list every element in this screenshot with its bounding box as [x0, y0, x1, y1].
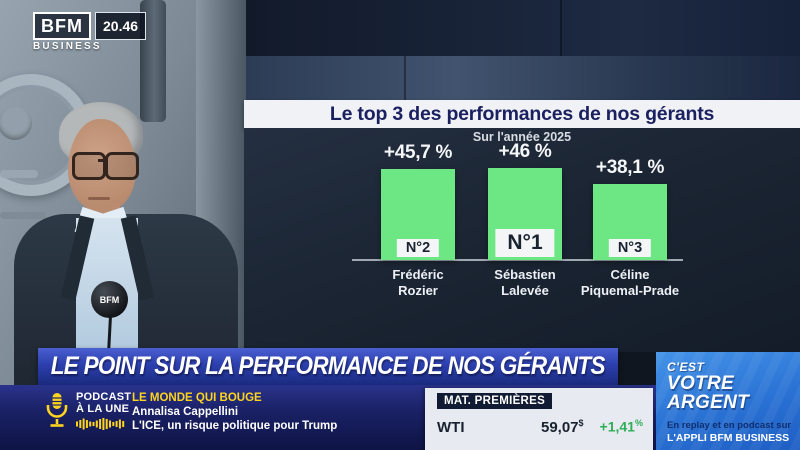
channel-logo: BFM 20.46 BUSINESS — [33, 12, 147, 52]
guest-mouth — [88, 197, 110, 200]
bar-value-label: +38,1 % — [595, 157, 665, 178]
manager-name: Frédéric Rozier — [392, 267, 444, 298]
chart-title: Le top 3 des performances de nos gérants — [244, 100, 800, 128]
market-quote-row: WTI 59,07$ +1,41% — [437, 418, 643, 436]
market-symbol: WTI — [437, 419, 465, 436]
market-change: +1,41% — [600, 418, 643, 435]
podcast-kicker-line1: PODCAST — [76, 391, 132, 403]
podcast-author: Annalisa Cappellini — [132, 406, 239, 419]
podcast-kicker-line2: À LA UNE — [76, 402, 130, 415]
glasses-bridge — [98, 159, 107, 162]
market-change-value: +1,41 — [599, 419, 635, 435]
clock: 20.46 — [95, 12, 147, 40]
chart-subtitle: Sur l'année 2025 — [472, 130, 572, 144]
vault-hub-icon — [0, 106, 32, 140]
manager-name: Sébastien Lalevée — [494, 267, 556, 298]
wall-seam — [404, 56, 406, 102]
program-panel: C'EST VOTRE ARGENT En replay et en podca… — [656, 352, 800, 450]
market-price: 59,07$ — [541, 418, 584, 436]
percent-symbol: % — [634, 418, 643, 429]
bar-value-label: +45,7 % — [383, 142, 453, 163]
podcast-strip: PODCAST À LA UNE LE MONDE QUI BOUGE Anna… — [0, 385, 800, 450]
chart-axis-line — [352, 259, 683, 261]
studio-wall-upper — [246, 0, 800, 56]
program-replay-text: En replay et en podcast sur — [667, 419, 792, 431]
rank-badge: N°1 — [495, 229, 555, 257]
podcast-episode-title: L'ICE, un risque politique pour Trump — [132, 420, 338, 433]
waveform-icon — [76, 418, 125, 430]
market-panel: MAT. PREMIÈRES WTI 59,07$ +1,41% — [425, 388, 653, 450]
rank-badge: N°3 — [608, 239, 652, 257]
bar-value-label: +46 % — [498, 141, 552, 162]
rank-badge: N°2 — [396, 239, 440, 257]
market-panel-header: MAT. PREMIÈRES — [437, 393, 553, 409]
chart-panel: Sur l'année 2025 +45,7 % N°2 Frédéric Rozie… — [244, 128, 800, 352]
program-app-text: L'APPLI BFM BUSINESS — [667, 431, 790, 444]
program-title-line1: C'EST — [667, 360, 705, 374]
bfm-logo-subtext: BUSINESS — [33, 41, 102, 52]
headline-text: LE POINT SUR LA PERFORMANCE DE NOS GÉRAN… — [51, 352, 606, 380]
podcast-info: LE MONDE QUI BOUGE Annalisa Cappellini L… — [132, 391, 337, 433]
podcast-show-title: LE MONDE QUI BOUGE — [132, 392, 262, 404]
headline-banner: LE POINT SUR LA PERFORMANCE DE NOS GÉRAN… — [38, 348, 618, 385]
guest-microphone-icon: BFM — [91, 281, 128, 318]
vault-rod — [0, 170, 38, 178]
manager-name: Céline Piquemal-Prade — [580, 267, 680, 298]
bfm-logo-text: BFM — [33, 12, 91, 40]
glasses-icon — [72, 152, 106, 180]
studio-wall-band — [246, 56, 800, 102]
glasses-icon — [105, 152, 139, 180]
podcast-kicker: PODCAST À LA UNE — [76, 391, 132, 416]
program-title-line2: VOTRE — [667, 373, 734, 394]
vault-rod — [0, 212, 46, 219]
program-title-line3: ARGENT — [667, 392, 750, 414]
currency-symbol: $ — [578, 418, 584, 428]
wall-seam — [560, 0, 562, 56]
microphone-icon — [46, 393, 68, 427]
market-price-value: 59,07 — [540, 419, 579, 436]
